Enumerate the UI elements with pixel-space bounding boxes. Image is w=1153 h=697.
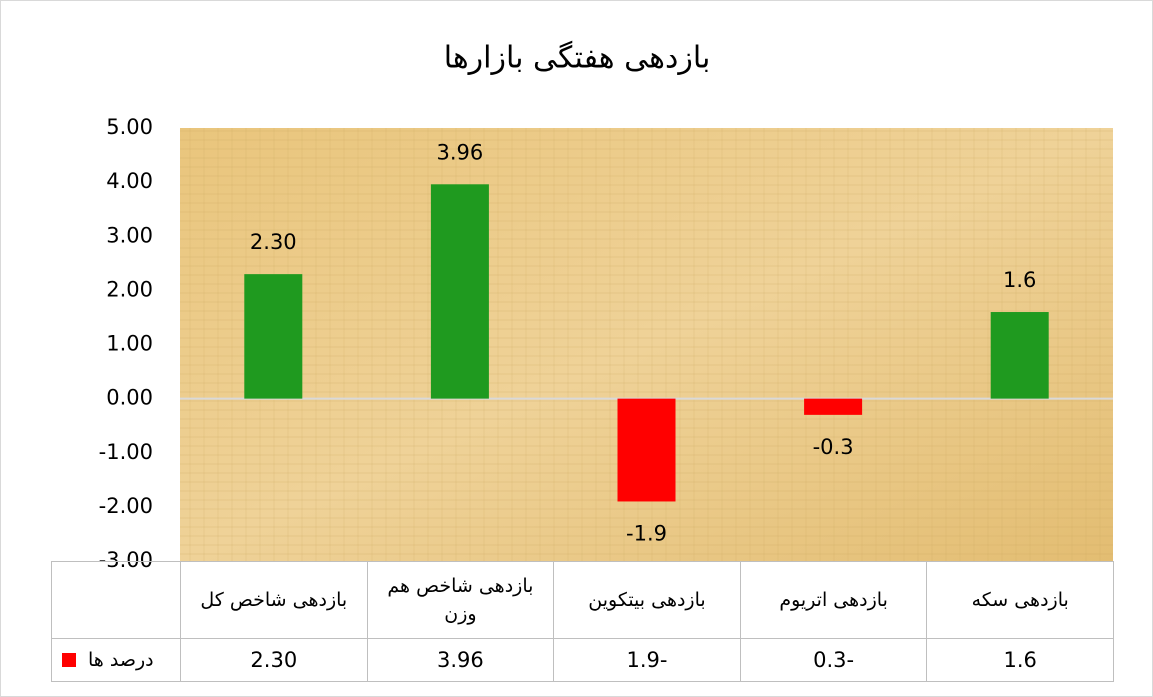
legend-cell: درصد ها [51, 638, 181, 682]
bar [990, 312, 1049, 399]
y-tick-label: 3.00 [106, 223, 153, 247]
y-tick-label: -3.00 [99, 548, 153, 572]
y-tick-label: 0.00 [106, 386, 153, 410]
data-label: 2.30 [250, 230, 297, 254]
x-tick-label: بازدهی اتریوم [739, 561, 928, 639]
y-tick-label: 4.00 [106, 169, 153, 193]
table-value: 3.96 [366, 638, 555, 682]
table-value: -1.9 [553, 638, 741, 682]
table-corner [51, 561, 181, 639]
y-tick-label: 1.00 [106, 332, 153, 356]
y-tick-label: 5.00 [106, 115, 153, 139]
x-tick-label: بازدهی سکه [926, 561, 1114, 639]
bar [804, 398, 863, 415]
bar [617, 398, 676, 502]
data-label: -0.3 [813, 435, 854, 459]
table-value: -0.3 [739, 638, 928, 682]
table-value: 2.30 [180, 638, 368, 682]
y-tick-label: 2.00 [106, 277, 153, 301]
chart-title: بازدهی هفتگی بازارها [444, 41, 711, 76]
data-label: 3.96 [437, 140, 484, 164]
legend-label: درصد ها [88, 649, 154, 671]
data-label: -1.9 [626, 521, 667, 545]
legend-key [62, 653, 76, 667]
x-tick-label: بازدهی شاخص هم وزن [366, 561, 555, 639]
x-tick-label: بازدهی شاخص کل [180, 561, 368, 639]
bar [430, 184, 489, 399]
y-tick-label: -2.00 [99, 494, 153, 518]
x-tick-label: بازدهی بیتکوین [553, 561, 741, 639]
y-tick-label: -1.00 [99, 440, 153, 464]
bar [244, 274, 303, 399]
data-label: 1.6 [1003, 268, 1036, 292]
table-value: 1.6 [926, 638, 1114, 682]
